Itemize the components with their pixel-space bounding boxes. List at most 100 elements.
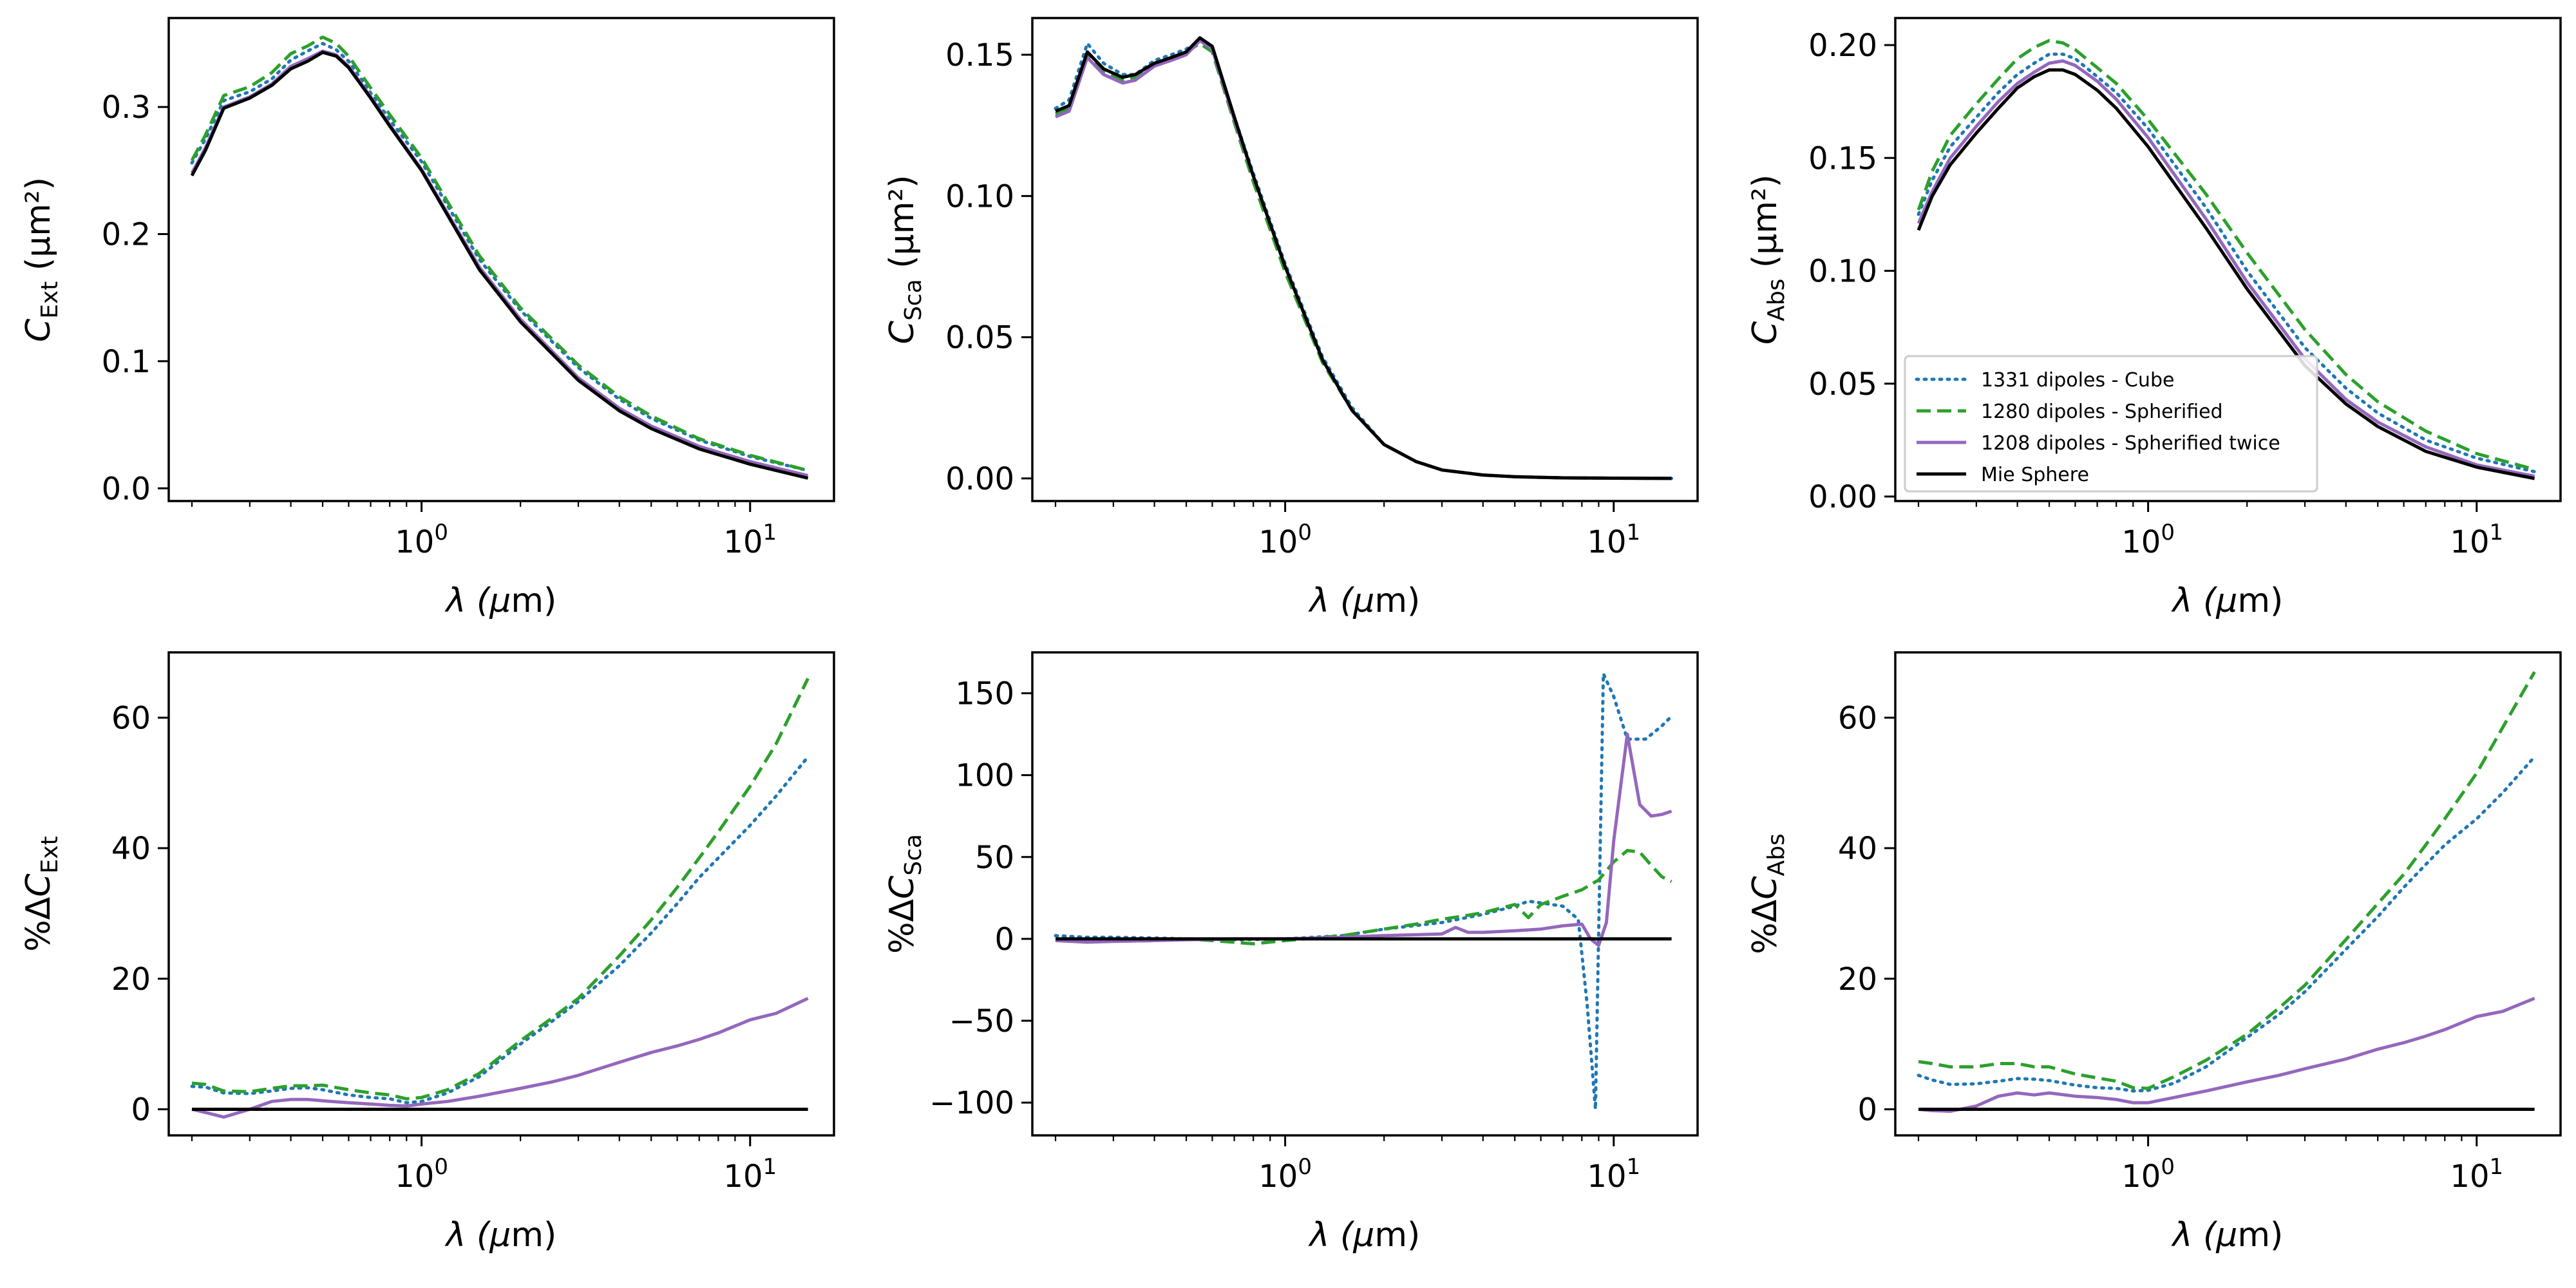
series-line-3	[190, 50, 809, 480]
legend-entry: 1331 dipoles - Cube	[1981, 369, 2174, 392]
y-tick-label: 60	[1838, 700, 1877, 736]
series-line-2	[1917, 59, 2535, 478]
axes-frame	[1031, 651, 1699, 1137]
axes-frame	[1894, 651, 2562, 1137]
chart-sca: 100 101 0.00 0.05 0.10 0.15 λ (μm) CSca (μm²)	[883, 17, 1699, 620]
x-tick-label: 101	[723, 1154, 777, 1195]
x-minor-ticks	[1917, 1135, 2463, 1141]
y-axis-label: %ΔCSca	[883, 834, 927, 954]
x-minor-ticks	[191, 1135, 736, 1141]
x-tick-label: 100	[395, 520, 448, 560]
y-axis-label: CSca (μm²)	[883, 175, 927, 345]
y-tick-label: 50	[975, 840, 1014, 876]
x-minor-ticks	[1054, 1135, 1600, 1141]
series-line-0	[1917, 755, 2537, 1093]
x-tick-label: 101	[2450, 1154, 2503, 1195]
x-tick-label: 100	[2121, 1154, 2175, 1195]
series-line-0	[1917, 52, 2537, 473]
chart-dabs: 100 101 0 20 40 60 λ (μm) %ΔCAbs	[1746, 651, 2562, 1255]
y-axis-label: CAbs (μm²)	[1746, 175, 1790, 345]
x-minor-ticks	[1054, 501, 1600, 507]
x-axis-label: λ (μm)	[444, 1216, 557, 1255]
series-group	[190, 677, 810, 1119]
series-line-0	[1054, 39, 1674, 480]
y-tick-label: 0	[994, 922, 1014, 958]
series-line-1	[1918, 671, 2536, 1090]
x-tick-label: 101	[1587, 1154, 1640, 1195]
y-tick-label: 0.3	[102, 90, 151, 126]
series-line-3	[1917, 68, 2535, 480]
y-tick-label: −50	[949, 1003, 1014, 1039]
y-tick-label: 100	[955, 758, 1014, 794]
series-line-2	[191, 996, 809, 1119]
y-tick-label: 60	[111, 700, 151, 736]
y-axis-label: %ΔCAbs	[1746, 833, 1790, 954]
series-line-0	[190, 755, 810, 1104]
series-line-1	[1917, 39, 2535, 471]
y-tick-label: 0.00	[945, 461, 1014, 497]
legend: 1331 dipoles - Cube 1280 dipoles - Spheri…	[1904, 355, 2318, 493]
legend-box	[1904, 355, 2318, 493]
y-tick-label: 0.05	[1808, 366, 1877, 402]
x-tick-label: 100	[2121, 520, 2175, 560]
chart-ext: 100 101 0.0 0.1 0.2 0.3 λ (μm) CExt (μm²)	[19, 17, 835, 620]
y-axis-label: CExt (μm²)	[19, 177, 63, 342]
series-group	[1054, 672, 1674, 1111]
y-tick-label: −100	[929, 1085, 1014, 1121]
axes-frame	[1894, 17, 2562, 502]
y-axis-label: %ΔCExt	[19, 836, 63, 951]
y-tick-label: 0.15	[945, 37, 1014, 73]
x-tick-label: 100	[1258, 520, 1312, 560]
axes-frame	[1031, 17, 1699, 502]
y-tick-label: 0	[1857, 1092, 1877, 1128]
x-axis-label: λ (μm)	[1308, 582, 1421, 620]
legend-entry: 1208 dipoles - Spherified twice	[1981, 432, 2280, 455]
x-tick-label: 101	[723, 520, 777, 560]
y-tick-label: 0.2	[102, 217, 151, 253]
x-minor-ticks	[191, 501, 736, 507]
chart-dsca: 100 101 −100 −50 0 50 100 150 λ (μm) %ΔCSca	[883, 651, 1699, 1255]
chart-abs: 100 101 0.00 0.05 0.10 0.15 0.20 λ (μm) CAbs (μm…	[1746, 17, 2562, 620]
series-group	[190, 35, 810, 480]
x-axis-label: λ (μm)	[1308, 1216, 1421, 1255]
series-group	[1917, 671, 2537, 1113]
chart-dext: 100 101 0 20 40 60 λ (μm) %ΔCExt	[19, 651, 835, 1255]
series-group	[1054, 36, 1674, 480]
y-tick-label: 0.00	[1808, 479, 1877, 515]
x-tick-label: 100	[395, 1154, 448, 1195]
y-tick-label: 0.1	[102, 344, 151, 380]
x-tick-label: 101	[2450, 520, 2503, 560]
y-tick-label: 20	[111, 961, 151, 998]
legend-entry: 1280 dipoles - Spherified	[1981, 401, 2223, 423]
x-tick-label: 101	[1587, 520, 1640, 560]
series-line-2	[1055, 732, 1672, 947]
y-tick-label: 0.05	[945, 320, 1014, 356]
series-line-2	[1918, 996, 2535, 1113]
y-tick-label: 20	[1838, 961, 1877, 998]
series-line-0	[190, 42, 810, 473]
axes-frame	[167, 651, 835, 1137]
series-line-2	[1055, 39, 1672, 480]
y-tick-label: 40	[1838, 831, 1877, 867]
x-axis-label: λ (μm)	[2171, 582, 2284, 620]
legend-entry: Mie Sphere	[1981, 464, 2089, 486]
axes-frame	[167, 17, 835, 502]
series-line-1	[1055, 42, 1672, 480]
y-tick-label: 0.10	[1808, 254, 1877, 290]
y-tick-label: 0	[131, 1092, 151, 1128]
series-line-2	[190, 49, 809, 477]
y-tick-label: 0.20	[1808, 28, 1877, 64]
series-group	[1917, 39, 2537, 480]
y-tick-label: 0.10	[945, 178, 1014, 214]
y-tick-label: 0.15	[1808, 140, 1877, 176]
series-line-3	[1055, 36, 1672, 480]
series-line-1	[191, 677, 810, 1101]
x-axis-label: λ (μm)	[444, 582, 557, 620]
x-tick-label: 100	[1258, 1154, 1312, 1195]
y-tick-label: 150	[955, 676, 1014, 712]
y-tick-label: 0.0	[102, 471, 151, 507]
x-minor-ticks	[1917, 501, 2463, 507]
series-line-1	[190, 35, 809, 473]
y-tick-label: 40	[111, 831, 151, 867]
